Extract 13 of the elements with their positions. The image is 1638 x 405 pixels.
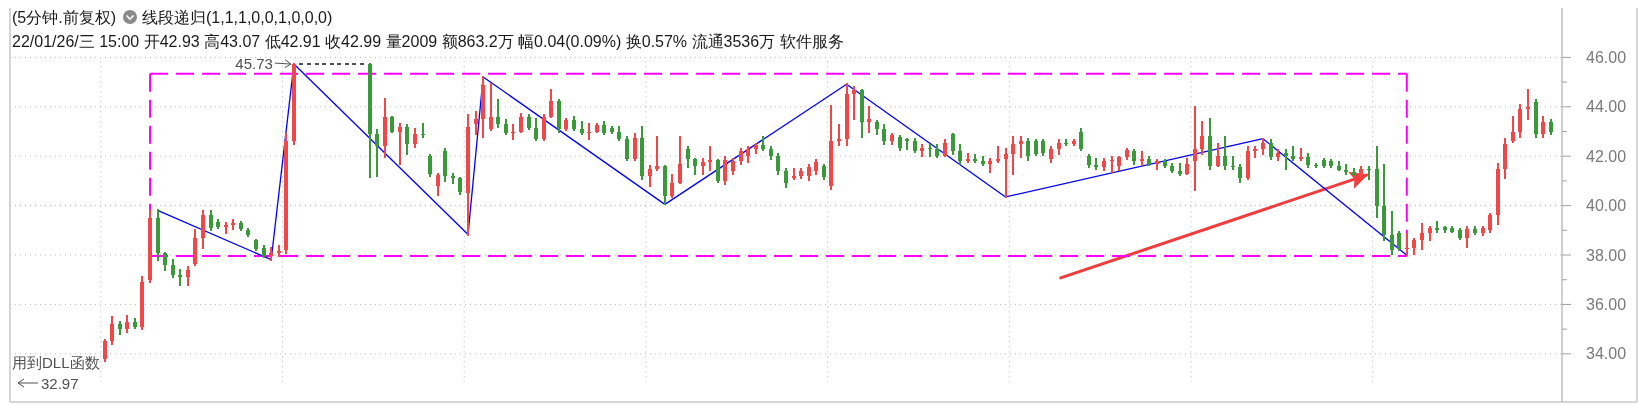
y-tick-label: 36.00 [1586, 295, 1627, 313]
annotation: 32.97 [41, 374, 79, 392]
subtitle: 22/01/26/三 15:00 开42.93 高43.07 低42.91 收42.99 量2009 额863.2万 幅0.04(0.09%) 换0.57% 流通3536万 软件服务 [12, 32, 844, 50]
y-tick-label: 42.00 [1586, 147, 1627, 165]
title: (5分钟.前复权) [12, 8, 116, 26]
y-tick-label: 44.00 [1586, 98, 1627, 116]
y-tick-label: 46.00 [1586, 48, 1627, 66]
y-tick-label: 34.00 [1586, 345, 1627, 363]
y-tick-label: 38.00 [1586, 246, 1627, 264]
y-tick-label: 40.00 [1586, 197, 1627, 215]
annotation: 线段递归(1,1,1,0,0,1,0,0,0) [142, 8, 333, 26]
annotation: 用到DLL函数 [12, 353, 100, 371]
annotation: 45.73 [235, 54, 273, 72]
